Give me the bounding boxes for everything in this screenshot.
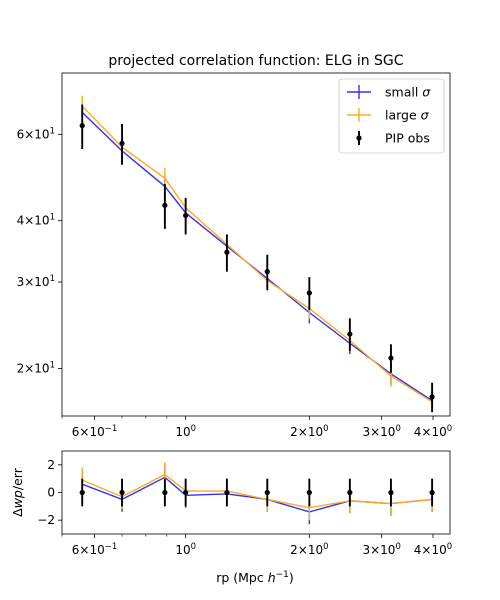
y-axis-label: Δwp/err <box>10 467 25 517</box>
x-tick-label: 4×100 <box>414 424 452 439</box>
x-axis-label: rp (Mpc h−1) <box>216 570 294 585</box>
x-axis-label-exp: −1 <box>276 570 289 580</box>
x-tick-label: 4×100 <box>414 542 452 557</box>
data-point-obs <box>388 355 394 361</box>
data-point-obs <box>162 202 168 208</box>
legend-label-large: large σ <box>385 108 430 123</box>
legend-label-small: small σ <box>385 85 431 100</box>
plot-frame <box>61 450 451 535</box>
data-point-obs <box>347 331 353 337</box>
y-tick-label: 2 <box>47 458 55 472</box>
x-tick-label: 3×100 <box>362 542 400 557</box>
plot-frame <box>61 72 451 417</box>
y-tick-label: 3×101 <box>17 274 55 289</box>
legend-box <box>338 78 445 154</box>
data-point-obs <box>388 489 394 496</box>
x-tick-label: 2×100 <box>290 542 328 557</box>
legend-marker-obs <box>356 135 362 141</box>
data-point-obs <box>264 489 270 496</box>
main-panel: 6×10−1 100 2×100 3×100 4×100 2×101 3×101 4×101 6… <box>17 53 453 439</box>
chart-title: projected correlation function: ELG in S… <box>108 53 403 69</box>
y-tick-label: 0 <box>47 486 55 500</box>
legend: small σ large σ PIP obs <box>338 78 445 154</box>
data-point-obs <box>347 489 353 496</box>
y-tick-label: 6×101 <box>17 126 55 141</box>
data-point-obs <box>79 123 85 129</box>
y-tick-label: 2×101 <box>17 360 55 375</box>
x-tick-label: 6×10−1 <box>72 424 118 439</box>
data-point-obs <box>79 489 85 496</box>
data-point-obs <box>183 212 189 219</box>
x-tick-label: 3×100 <box>362 424 400 439</box>
data-point-obs <box>429 489 435 496</box>
data-point-obs <box>162 489 168 496</box>
data-point-obs <box>224 489 230 496</box>
data-point-obs <box>306 489 312 496</box>
x-axis-label-var: h <box>268 570 276 585</box>
data-point-obs <box>224 249 230 255</box>
series-line-small <box>81 476 433 513</box>
x-axis-label-text: rp (Mpc <box>216 570 268 585</box>
x-axis-label-close: ) <box>289 570 294 585</box>
data-point-obs <box>429 394 435 400</box>
data-point-obs <box>119 489 125 496</box>
y-tick-label: 4×101 <box>17 213 55 228</box>
data-point-obs <box>306 290 312 296</box>
residual-panel: 6×10−1 100 2×100 3×100 4×100 2 0 −2 Δwp/err <box>10 450 452 557</box>
legend-label-obs: PIP obs <box>385 131 430 146</box>
data-point-obs <box>264 269 270 275</box>
x-tick-label: 100 <box>175 424 196 439</box>
y-tick-label: −2 <box>37 513 55 527</box>
x-tick-label: 6×10−1 <box>72 542 118 557</box>
data-point-obs <box>119 140 125 146</box>
x-tick-label: 100 <box>175 542 196 557</box>
x-tick-label: 2×100 <box>290 424 328 439</box>
data-point-obs <box>183 489 189 496</box>
series-line-large <box>81 473 433 509</box>
series-line-large <box>81 105 433 403</box>
